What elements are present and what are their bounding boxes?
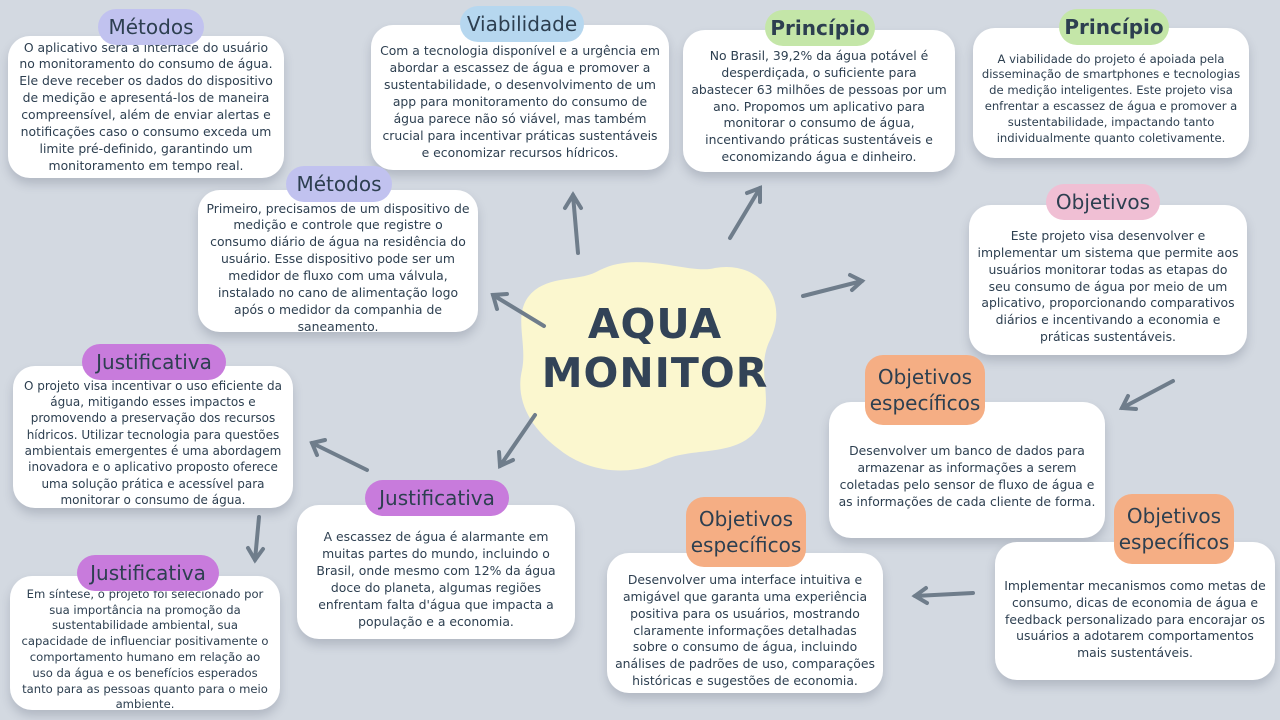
objetivos-especificos-text-1: Desenvolver um banco de dados para armaz… — [838, 443, 1096, 509]
center-blob — [520, 262, 777, 471]
arrow-to-viabilidade — [563, 191, 583, 255]
justificativa-tag-3: Justificativa — [77, 555, 219, 591]
objetivos-especificos-text-3: Implementar mecanismos como metas de con… — [1004, 577, 1266, 661]
principio-card-1: No Brasil, 39,2% da água potável é despe… — [683, 30, 955, 172]
metodos-tag-2: Métodos — [286, 166, 392, 202]
principio-text-1: No Brasil, 39,2% da água potável é despe… — [691, 47, 947, 165]
objetivos-especificos-tag-3: Objetivos específicos — [1114, 494, 1234, 564]
objetivos-tag: Objetivos — [1046, 184, 1160, 220]
arrow-to-objetivos-especificos-2 — [911, 586, 975, 605]
arrow-to-justificativa-3 — [246, 515, 265, 564]
arrow-to-metodos — [490, 292, 546, 328]
objetivos-especificos-card-1: Desenvolver um banco de dados para armaz… — [829, 402, 1105, 538]
justificativa-tag-2: Justificativa — [365, 480, 509, 516]
metodos-card-1: O aplicativo será a interface do usuário… — [8, 36, 284, 178]
justificativa-card-3: Em síntese, o projeto foi selecionado po… — [10, 576, 280, 712]
center-title-line1: AQUA — [587, 300, 723, 348]
objetivos-especificos-tag-1: Objetivos específicos — [865, 355, 985, 425]
justificativa-card-1: O projeto visa incentivar o uso eficient… — [13, 366, 293, 508]
objetivos-card: Este projeto visa desenvolver e implemen… — [969, 205, 1247, 355]
center-title-line2: MONITOR — [541, 349, 769, 398]
metodos-text-2: Primeiro, precisamos de um dispositivo d… — [206, 200, 470, 334]
justificativa-text-3: Em síntese, o projeto foi selecionado po… — [21, 586, 269, 712]
viabilidade-tag: Viabilidade — [460, 6, 584, 42]
justificativa-text-2: A escassez de água é alarmante em muitas… — [316, 529, 556, 629]
objetivos-especificos-card-2: Desenvolver uma interface intuitiva e am… — [607, 553, 883, 693]
justificativa-card-2: A escassez de água é alarmante em muitas… — [297, 505, 575, 639]
principio-tag-1: Princípio — [765, 10, 875, 46]
objetivos-especificos-tag-2: Objetivos específicos — [686, 497, 806, 567]
principio-tag-2: Princípio — [1059, 9, 1169, 45]
arrow-to-justificativa-1 — [309, 438, 369, 472]
principio-card-2: A viabilidade do projeto é apoiada pela … — [973, 28, 1249, 158]
viabilidade-text: Com a tecnologia disponível e a urgência… — [380, 43, 660, 160]
justificativa-tag-1: Justificativa — [82, 344, 226, 380]
justificativa-text-1: O projeto visa incentivar o uso eficient… — [24, 378, 282, 507]
objetivos-text: Este projeto visa desenvolver e implemen… — [977, 227, 1239, 345]
arrow-to-principio — [728, 185, 762, 240]
objetivos-especificos-card-3: Implementar mecanismos como metas de con… — [995, 542, 1275, 680]
objetivos-especificos-text-2: Desenvolver uma interface intuitiva e am… — [615, 571, 875, 689]
metodos-text-1: O aplicativo será a interface do usuário… — [19, 39, 273, 173]
metodos-tag-1: Métodos — [98, 9, 204, 45]
principio-text-2: A viabilidade do projeto é apoiada pela … — [981, 51, 1241, 145]
viabilidade-card: Com a tecnologia disponível e a urgência… — [371, 25, 669, 170]
center-title: AQUA MONITOR — [530, 300, 780, 398]
arrow-to-objetivos — [801, 273, 866, 298]
metodos-card-2: Primeiro, precisamos de um dispositivo d… — [198, 190, 478, 334]
arrow-to-objetivos-especificos-1 — [1118, 379, 1175, 411]
arrow-to-justificativa — [497, 413, 537, 470]
